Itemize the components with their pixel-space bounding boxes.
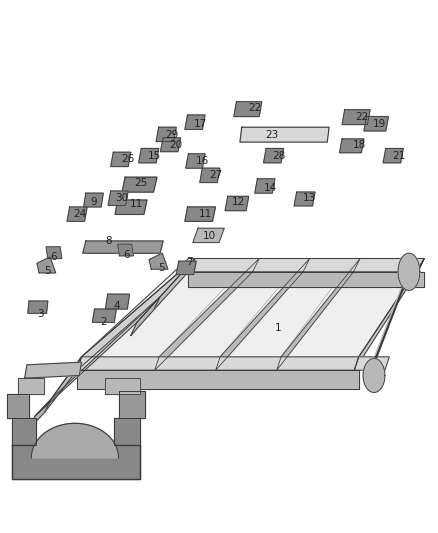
- Polygon shape: [51, 259, 195, 399]
- Polygon shape: [264, 149, 284, 163]
- Text: 1: 1: [275, 322, 281, 333]
- Text: 6: 6: [51, 252, 57, 262]
- Text: 20: 20: [170, 140, 183, 150]
- Polygon shape: [176, 261, 196, 274]
- Polygon shape: [77, 259, 195, 370]
- Polygon shape: [240, 127, 329, 142]
- Polygon shape: [188, 272, 424, 287]
- Polygon shape: [160, 138, 180, 152]
- Text: 26: 26: [122, 154, 135, 164]
- Text: 12: 12: [232, 197, 245, 207]
- Polygon shape: [294, 192, 315, 206]
- Polygon shape: [383, 149, 403, 163]
- Polygon shape: [216, 259, 310, 370]
- Polygon shape: [139, 149, 159, 163]
- Polygon shape: [186, 154, 205, 168]
- Text: 30: 30: [116, 193, 129, 204]
- Polygon shape: [118, 244, 134, 256]
- Polygon shape: [67, 207, 87, 221]
- Polygon shape: [188, 259, 424, 272]
- Polygon shape: [153, 259, 195, 310]
- Text: 28: 28: [272, 151, 286, 161]
- Polygon shape: [354, 259, 424, 370]
- Polygon shape: [234, 102, 262, 117]
- Text: 16: 16: [196, 156, 209, 166]
- Polygon shape: [106, 378, 141, 394]
- Polygon shape: [277, 259, 360, 370]
- Text: 7: 7: [186, 257, 193, 267]
- Text: 15: 15: [148, 151, 161, 161]
- Polygon shape: [200, 168, 220, 182]
- Polygon shape: [255, 179, 275, 193]
- Text: 9: 9: [90, 197, 96, 207]
- Polygon shape: [18, 378, 44, 394]
- Polygon shape: [108, 191, 128, 205]
- Polygon shape: [398, 253, 420, 290]
- Text: 10: 10: [203, 231, 216, 241]
- Polygon shape: [185, 207, 215, 221]
- Text: 4: 4: [113, 301, 120, 311]
- Polygon shape: [31, 423, 119, 458]
- Text: 11: 11: [130, 199, 144, 209]
- Text: 21: 21: [392, 151, 406, 161]
- Polygon shape: [363, 359, 385, 392]
- Text: 6: 6: [123, 250, 130, 260]
- Text: 2: 2: [100, 317, 106, 327]
- Polygon shape: [106, 294, 130, 309]
- Text: 11: 11: [198, 209, 212, 220]
- Polygon shape: [131, 297, 160, 336]
- Text: 24: 24: [74, 209, 87, 220]
- Polygon shape: [77, 370, 359, 389]
- Polygon shape: [342, 110, 370, 125]
- Polygon shape: [339, 139, 364, 153]
- Text: 22: 22: [356, 111, 369, 122]
- Polygon shape: [44, 357, 81, 413]
- Polygon shape: [46, 247, 62, 259]
- Polygon shape: [12, 445, 141, 479]
- Polygon shape: [418, 259, 424, 272]
- Polygon shape: [155, 259, 259, 370]
- Polygon shape: [81, 259, 424, 357]
- Text: 27: 27: [209, 170, 222, 180]
- Text: 5: 5: [158, 263, 165, 272]
- Polygon shape: [354, 357, 389, 370]
- Polygon shape: [193, 228, 224, 243]
- Polygon shape: [122, 177, 157, 192]
- Polygon shape: [12, 418, 35, 445]
- Text: 25: 25: [134, 177, 148, 188]
- Text: 3: 3: [38, 309, 44, 319]
- Polygon shape: [35, 297, 160, 416]
- Polygon shape: [185, 115, 205, 130]
- Text: 29: 29: [165, 130, 178, 140]
- Polygon shape: [7, 394, 29, 418]
- Text: 5: 5: [45, 266, 51, 276]
- Polygon shape: [29, 399, 51, 429]
- Polygon shape: [77, 357, 359, 370]
- Polygon shape: [28, 301, 48, 313]
- Text: 22: 22: [248, 103, 261, 113]
- Polygon shape: [37, 257, 56, 273]
- Polygon shape: [364, 117, 389, 131]
- Text: 18: 18: [353, 140, 366, 150]
- Text: 14: 14: [264, 183, 277, 193]
- Polygon shape: [83, 241, 163, 253]
- Polygon shape: [149, 253, 168, 269]
- Text: 19: 19: [373, 119, 386, 129]
- Polygon shape: [111, 152, 131, 166]
- Text: 17: 17: [194, 119, 207, 129]
- Polygon shape: [84, 193, 103, 207]
- Text: 23: 23: [265, 130, 279, 140]
- Polygon shape: [115, 200, 147, 214]
- Polygon shape: [119, 391, 145, 418]
- Polygon shape: [92, 309, 117, 322]
- Polygon shape: [114, 418, 141, 445]
- Polygon shape: [25, 362, 81, 378]
- Polygon shape: [225, 196, 249, 211]
- Polygon shape: [156, 127, 176, 142]
- Text: 8: 8: [106, 236, 112, 246]
- Text: 13: 13: [303, 193, 316, 204]
